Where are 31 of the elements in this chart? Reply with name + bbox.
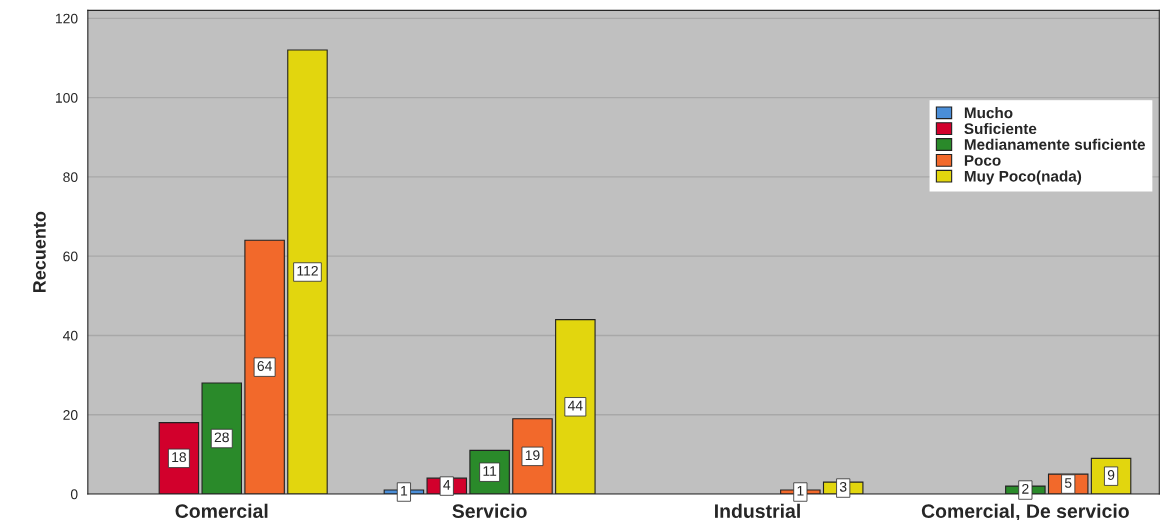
x-tick-label: Industrial [715,503,800,518]
y-axis-title: Recuento [33,211,46,293]
legend-label: Medianamente suficiente [964,138,1146,150]
y-tick-label: 100 [55,92,78,103]
data-label: 28 [214,432,229,443]
y-tick-label: 120 [55,13,78,24]
x-tick-label: Servicio [452,503,527,518]
legend-label: Mucho [964,107,1013,119]
data-label: 3 [839,481,847,492]
data-label: 18 [172,452,187,463]
data-label: 4 [443,480,451,490]
y-tick-label: 80 [63,172,78,183]
legend-label: Suficiente [964,122,1037,135]
data-label: 1 [797,486,804,496]
data-label: 44 [567,400,583,411]
data-label: 64 [257,361,272,371]
y-tick-label: 60 [63,251,78,262]
legend-label: Muy Poco(nada) [964,170,1082,185]
data-label: 9 [1107,470,1115,480]
data-label: 5 [1064,478,1072,488]
data-label: 1 [401,486,408,496]
data-label: 11 [483,466,497,476]
legend-label: Poco [964,155,1001,166]
x-tick-label: Comercial, De servicio [921,503,1129,520]
y-tick-label: 40 [62,330,78,341]
data-label: 2 [1022,483,1029,494]
x-tick-label: Comercial [175,503,268,518]
data-label: 19 [525,450,540,461]
y-tick-label: 0 [70,489,78,500]
data-label: 112 [297,265,318,276]
y-tick-label: 20 [63,410,78,420]
